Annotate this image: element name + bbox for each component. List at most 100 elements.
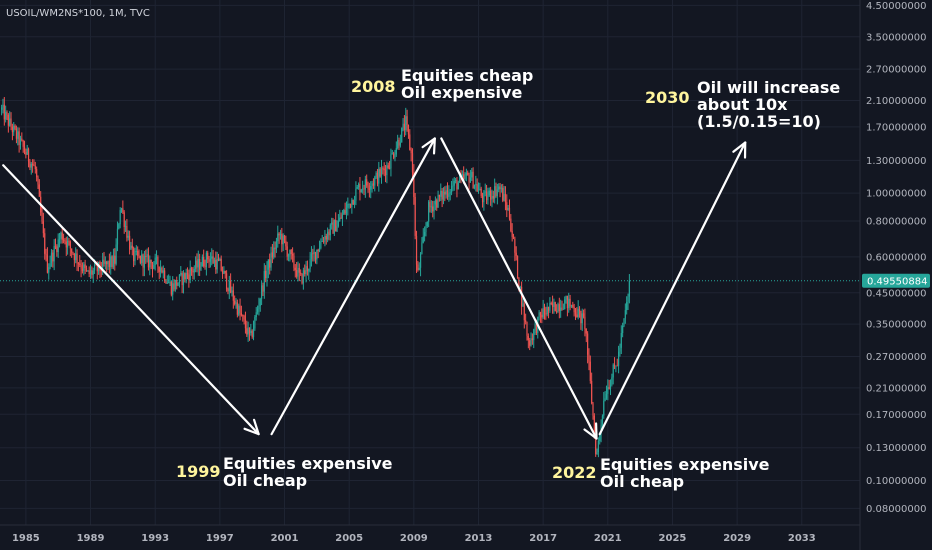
candle-body [296,270,298,277]
candle-body [508,207,511,219]
candle-body [38,184,40,197]
candle-body [473,185,476,189]
candle-body [418,267,420,271]
candle-body [267,259,269,270]
time-axis[interactable]: 1985 1989 1993 1997 2001 2005 2009 2013 2017 2021… [12,533,816,544]
annotation-text: Equities expensive Oil cheap [223,455,393,489]
candle-body [415,235,418,265]
candle-body [185,272,187,280]
candle-body [279,233,282,236]
candle-body [318,248,321,252]
candle-body [21,138,23,141]
candle-body [527,335,529,341]
candle-body [142,254,144,268]
candle-body [495,186,497,196]
candle-body [212,256,214,264]
candle-body [471,171,473,178]
candle-body [149,259,151,268]
candle-body [283,235,286,241]
candle-body [452,185,454,187]
candle-body [587,333,589,355]
candle-body [526,321,528,336]
candle-body [492,195,494,199]
candle-body [344,210,346,214]
x-tick-label: 2017 [529,533,557,544]
candle-body [570,304,573,307]
candle-body [7,114,9,126]
candle-body [554,302,556,311]
candle-body [401,127,403,143]
candle-body [270,252,272,268]
candle-body [204,266,206,268]
candle-body [224,270,226,274]
candle-body [485,191,488,201]
candle-body [560,307,562,312]
candle-body [71,248,73,253]
candle-body [340,217,342,219]
annotation-line: about 10x [697,95,788,114]
candle-body [240,313,243,316]
candle-body [9,118,11,126]
candle-body [96,264,98,272]
price-axis[interactable]: 4.50000000 3.50000000 2.70000000 2.10000000… [866,1,926,515]
annotation-line: Equities expensive [600,455,770,474]
candle-body [519,286,521,288]
candle-body [504,194,507,203]
candle-body [254,317,256,329]
annotation-line: Oil cheap [600,472,685,491]
candle-body [374,177,376,186]
candle-body [3,104,5,120]
candle-body [481,195,484,203]
candle-body [483,192,485,203]
y-tick-label: 0.60000000 [866,252,926,263]
y-tick-label: 1.00000000 [866,189,926,200]
candle-body [42,221,44,234]
candle-body [533,329,535,341]
candle-body [539,312,542,315]
candle-body [64,240,66,242]
candle-body [297,268,299,277]
candle-body [308,268,310,272]
candle-body [337,220,339,227]
candle-body [120,208,123,211]
candle-body [316,249,318,260]
candle-body [178,274,181,283]
candle-body [531,338,533,341]
candle-body [363,188,365,190]
candle-body [488,190,490,196]
candle-body [421,242,423,254]
candle-body [259,298,261,306]
candle-body [518,278,520,288]
candle-body [45,253,47,256]
candle-body [578,308,581,311]
candle-body [395,147,397,155]
candle-body [611,377,613,385]
candle-body [576,314,578,318]
candle-body [205,252,207,268]
candle-body [164,270,166,281]
candle-body [46,255,49,273]
candle-body [623,318,625,326]
trend-arrow-line [270,137,436,436]
candle-body [445,190,447,195]
candle-body [542,308,544,318]
candle-body [115,244,117,264]
candle-body [335,220,337,232]
candle-body [26,148,28,155]
candle-body [386,165,388,176]
candle-body [428,201,430,222]
candle-body [424,232,426,237]
candle-body [322,241,325,242]
candle-body [91,270,93,275]
x-tick-label: 1985 [12,533,40,544]
candle-body [27,148,30,162]
candle-body [10,118,12,127]
candle-body [479,188,481,190]
candle-body [382,168,384,170]
candle-body [159,267,162,272]
candle-body [371,183,373,187]
candle-body [273,247,275,258]
candle-body [541,314,543,318]
candle-body [429,201,431,208]
